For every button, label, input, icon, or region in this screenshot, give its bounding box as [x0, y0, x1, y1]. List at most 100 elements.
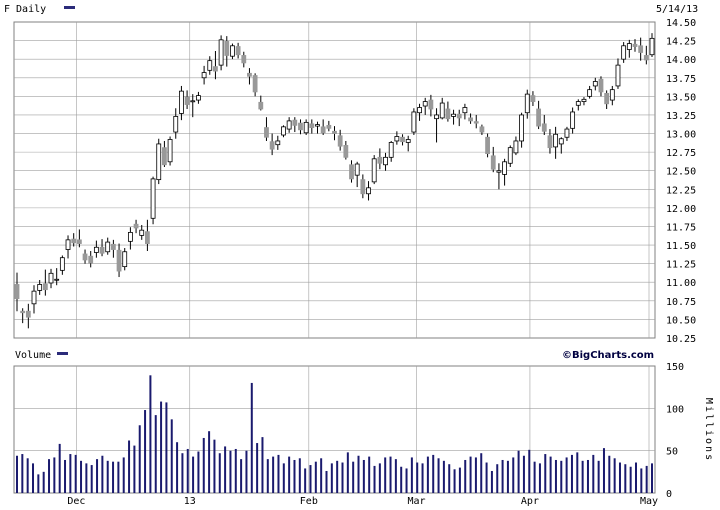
- candle: [156, 138, 162, 185]
- volume-bar: [368, 456, 371, 493]
- volume-bar: [304, 468, 307, 493]
- volume-bar: [651, 463, 653, 493]
- volume-bar: [362, 459, 365, 493]
- candle: [411, 108, 417, 136]
- candle: [581, 97, 587, 106]
- candle-body-up: [371, 158, 377, 183]
- candle: [190, 94, 196, 118]
- candle-body-down: [298, 122, 303, 131]
- volume-bar: [442, 460, 445, 493]
- candle: [213, 50, 218, 80]
- candle: [632, 39, 638, 52]
- candle: [162, 140, 167, 167]
- candle-body-down: [247, 72, 252, 77]
- volume-bar: [85, 463, 88, 493]
- candle-body-down: [428, 99, 434, 110]
- volume-bar: [277, 454, 280, 493]
- price-y-axis: 14.50 14.25 14.00 13.75 13.50 13.25 13.00 12.75…: [666, 18, 696, 345]
- candle: [122, 248, 128, 271]
- volume-bar: [26, 458, 29, 493]
- candle-body-up: [150, 178, 156, 219]
- volume-bar: [229, 450, 232, 493]
- candle-body-up: [173, 116, 179, 133]
- volume-bar: [410, 457, 413, 493]
- candle: [230, 43, 235, 60]
- volume-bar: [197, 451, 200, 493]
- price-y-tick-label: 14.25: [666, 37, 696, 48]
- volume-bar: [272, 456, 275, 493]
- candle-body-up: [190, 100, 196, 103]
- volume-bar: [160, 401, 163, 493]
- volume-bar: [538, 463, 541, 493]
- candle: [150, 176, 156, 225]
- price-y-tick-label: 13.25: [666, 111, 696, 122]
- candle: [349, 160, 354, 183]
- candle-body-down: [162, 147, 167, 166]
- candle: [37, 280, 43, 295]
- candle: [558, 137, 564, 154]
- candle-body-up: [156, 143, 162, 181]
- candle: [479, 124, 485, 136]
- candle-body-down: [110, 243, 116, 250]
- candle: [462, 103, 468, 120]
- volume-bar: [458, 467, 461, 493]
- candle: [366, 181, 371, 201]
- candle-body-up: [405, 139, 411, 143]
- candle: [88, 251, 94, 268]
- candle-body-up: [218, 39, 224, 66]
- candle-body-down: [643, 55, 649, 61]
- candle: [326, 120, 332, 132]
- candle-body-up: [558, 138, 564, 145]
- volume-bar: [384, 457, 387, 493]
- candle-body-up: [122, 251, 128, 268]
- volume-bar: [128, 440, 131, 493]
- candle-body-down: [116, 249, 122, 272]
- volume-bar: [613, 458, 616, 493]
- candle: [524, 89, 530, 119]
- candle: [621, 42, 627, 63]
- volume-bar: [261, 437, 264, 493]
- volume-y-tick-label: 0: [666, 489, 672, 500]
- volume-bar: [400, 466, 403, 493]
- price-y-tick-label: 12.00: [666, 204, 696, 215]
- price-y-tick-label: 11.00: [666, 278, 696, 289]
- candle: [145, 219, 150, 252]
- volume-bar: [256, 443, 259, 493]
- candle-body-up: [519, 114, 524, 142]
- volume-bar: [53, 457, 56, 493]
- volume-bar: [32, 463, 35, 493]
- x-tick-label: May: [640, 496, 658, 507]
- volume-bar: [453, 469, 456, 493]
- volume-bar: [154, 415, 157, 493]
- candle: [360, 174, 366, 199]
- candle: [167, 136, 173, 166]
- candle-body-up: [366, 187, 371, 195]
- price-y-tick-label: 11.25: [666, 260, 696, 271]
- candle: [309, 119, 315, 134]
- candle: [649, 33, 655, 57]
- candle: [553, 126, 559, 159]
- candle-body-up: [649, 37, 655, 56]
- candle-body-down: [88, 255, 94, 264]
- volume-bar: [224, 446, 227, 493]
- candle-body-down: [638, 45, 644, 53]
- candle: [42, 269, 48, 296]
- volume-bar: [96, 459, 99, 493]
- candle-body-down: [258, 101, 264, 110]
- volume-bar: [149, 375, 152, 493]
- candle-body-up: [626, 43, 632, 50]
- volume-bar: [192, 456, 195, 493]
- volume-bar: [352, 461, 355, 493]
- volume-bar: [432, 454, 435, 493]
- candle: [383, 152, 388, 171]
- candle-body-down: [530, 95, 536, 102]
- candle: [247, 68, 252, 85]
- volume-bar: [48, 459, 51, 493]
- candle-body-up: [411, 111, 417, 133]
- volume-bar: [357, 455, 360, 493]
- candle-body-down: [269, 141, 275, 150]
- candle: [207, 56, 213, 75]
- volume-bar: [106, 460, 109, 493]
- candle-body-down: [224, 40, 230, 56]
- candle-body-up: [315, 124, 320, 127]
